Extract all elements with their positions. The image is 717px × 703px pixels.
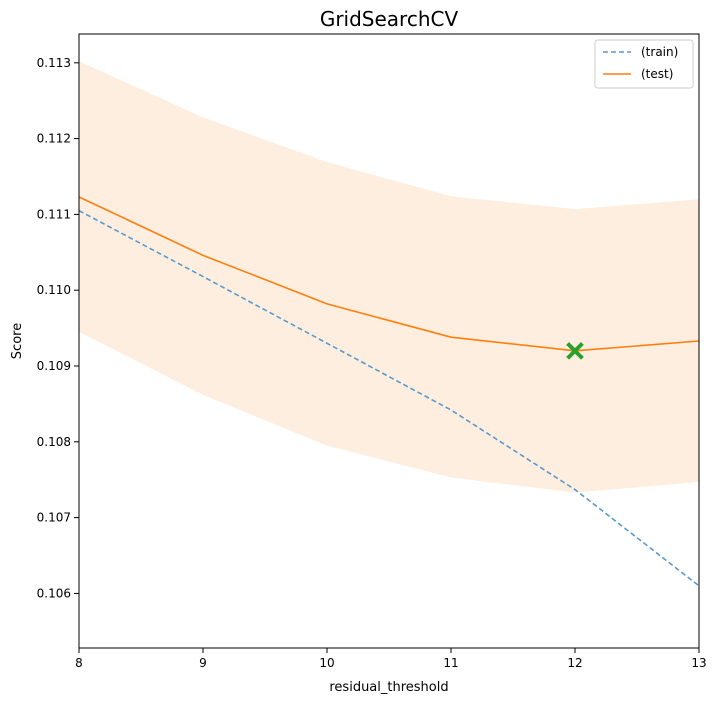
x-tick-label: 9 [199, 656, 207, 670]
legend-train-label: (train) [641, 45, 678, 59]
series-1-line [78, 196, 700, 352]
y-tick-label: 0.113 [37, 56, 71, 70]
y-tick-label: 0.111 [37, 207, 71, 221]
x-axis-label: residual_threshold [329, 680, 448, 695]
x-axis-ticks: 8 9 10 11 12 13 [75, 648, 707, 670]
confidence-band-layer [79, 61, 699, 493]
best-marker-layer [566, 342, 584, 360]
y-tick-label: 0.107 [37, 511, 71, 525]
plot-area-frame [78, 33, 700, 649]
legend: (train) (test) [594, 39, 694, 89]
chart-title: GridSearchCV [320, 7, 459, 31]
y-tick-label: 0.112 [37, 132, 71, 146]
best-score-marker [566, 342, 584, 360]
series-1-confidence-band [79, 61, 699, 493]
legend-test-label: (test) [641, 67, 673, 81]
x-tick-label: 11 [443, 656, 458, 670]
y-axis-label: Score [10, 323, 25, 359]
x-tick-label: 10 [319, 656, 334, 670]
y-tick-label: 0.106 [37, 586, 71, 600]
x-tick-label: 12 [567, 656, 582, 670]
x-tick-label: 13 [691, 656, 706, 670]
series-line-layer [78, 196, 700, 587]
y-tick-label: 0.108 [37, 435, 71, 449]
y-tick-label: 0.110 [37, 283, 71, 297]
series-0-line [78, 209, 700, 587]
y-axis-ticks: 0.106 0.107 0.108 0.109 0.110 0.111 0.112 0.113 [37, 56, 79, 600]
best-marker-stroke-b [566, 342, 584, 360]
x-tick-label: 8 [75, 656, 83, 670]
y-tick-label: 0.109 [37, 359, 71, 373]
